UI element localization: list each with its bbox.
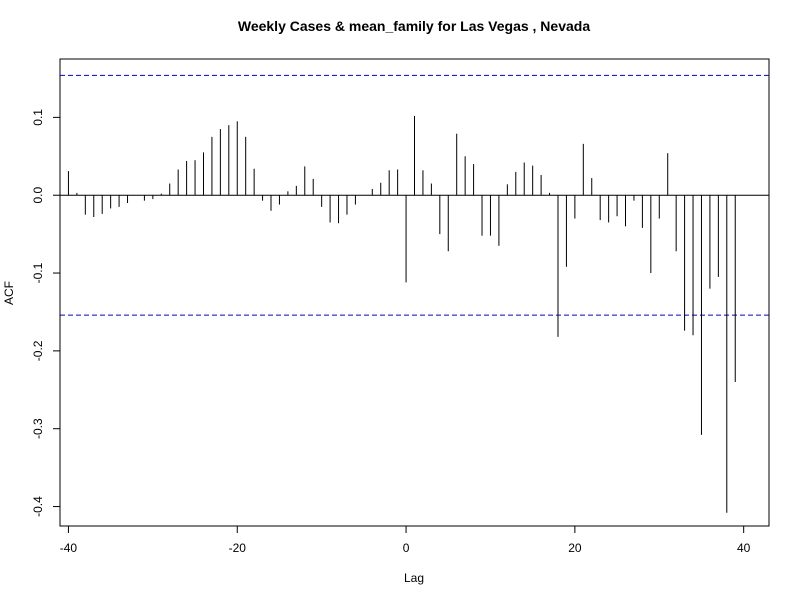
- chart-title: Weekly Cases & mean_family for Las Vegas…: [238, 18, 590, 34]
- y-axis-label: ACF: [2, 281, 16, 305]
- y-tick-label: -0.4: [31, 496, 45, 517]
- y-tick-label: 0.1: [31, 109, 45, 126]
- x-tick-label: -20: [229, 541, 247, 555]
- acf-bars: [67, 115, 736, 513]
- x-tick-label: 0: [403, 541, 410, 555]
- x-tick-label: -40: [60, 541, 78, 555]
- y-tick-label: -0.1: [31, 262, 45, 283]
- y-axis: -0.4 -0.3 -0.2 -0.1 0.0 0.1: [31, 109, 61, 517]
- y-tick-label: -0.3: [31, 418, 45, 439]
- x-tick-label: 20: [568, 541, 582, 555]
- y-tick-label: 0.0: [31, 187, 45, 204]
- y-tick-label: -0.2: [31, 340, 45, 361]
- x-tick-label: 40: [737, 541, 751, 555]
- x-axis-label: Lag: [404, 571, 424, 585]
- x-axis: -40 -20 0 20 40: [60, 525, 751, 555]
